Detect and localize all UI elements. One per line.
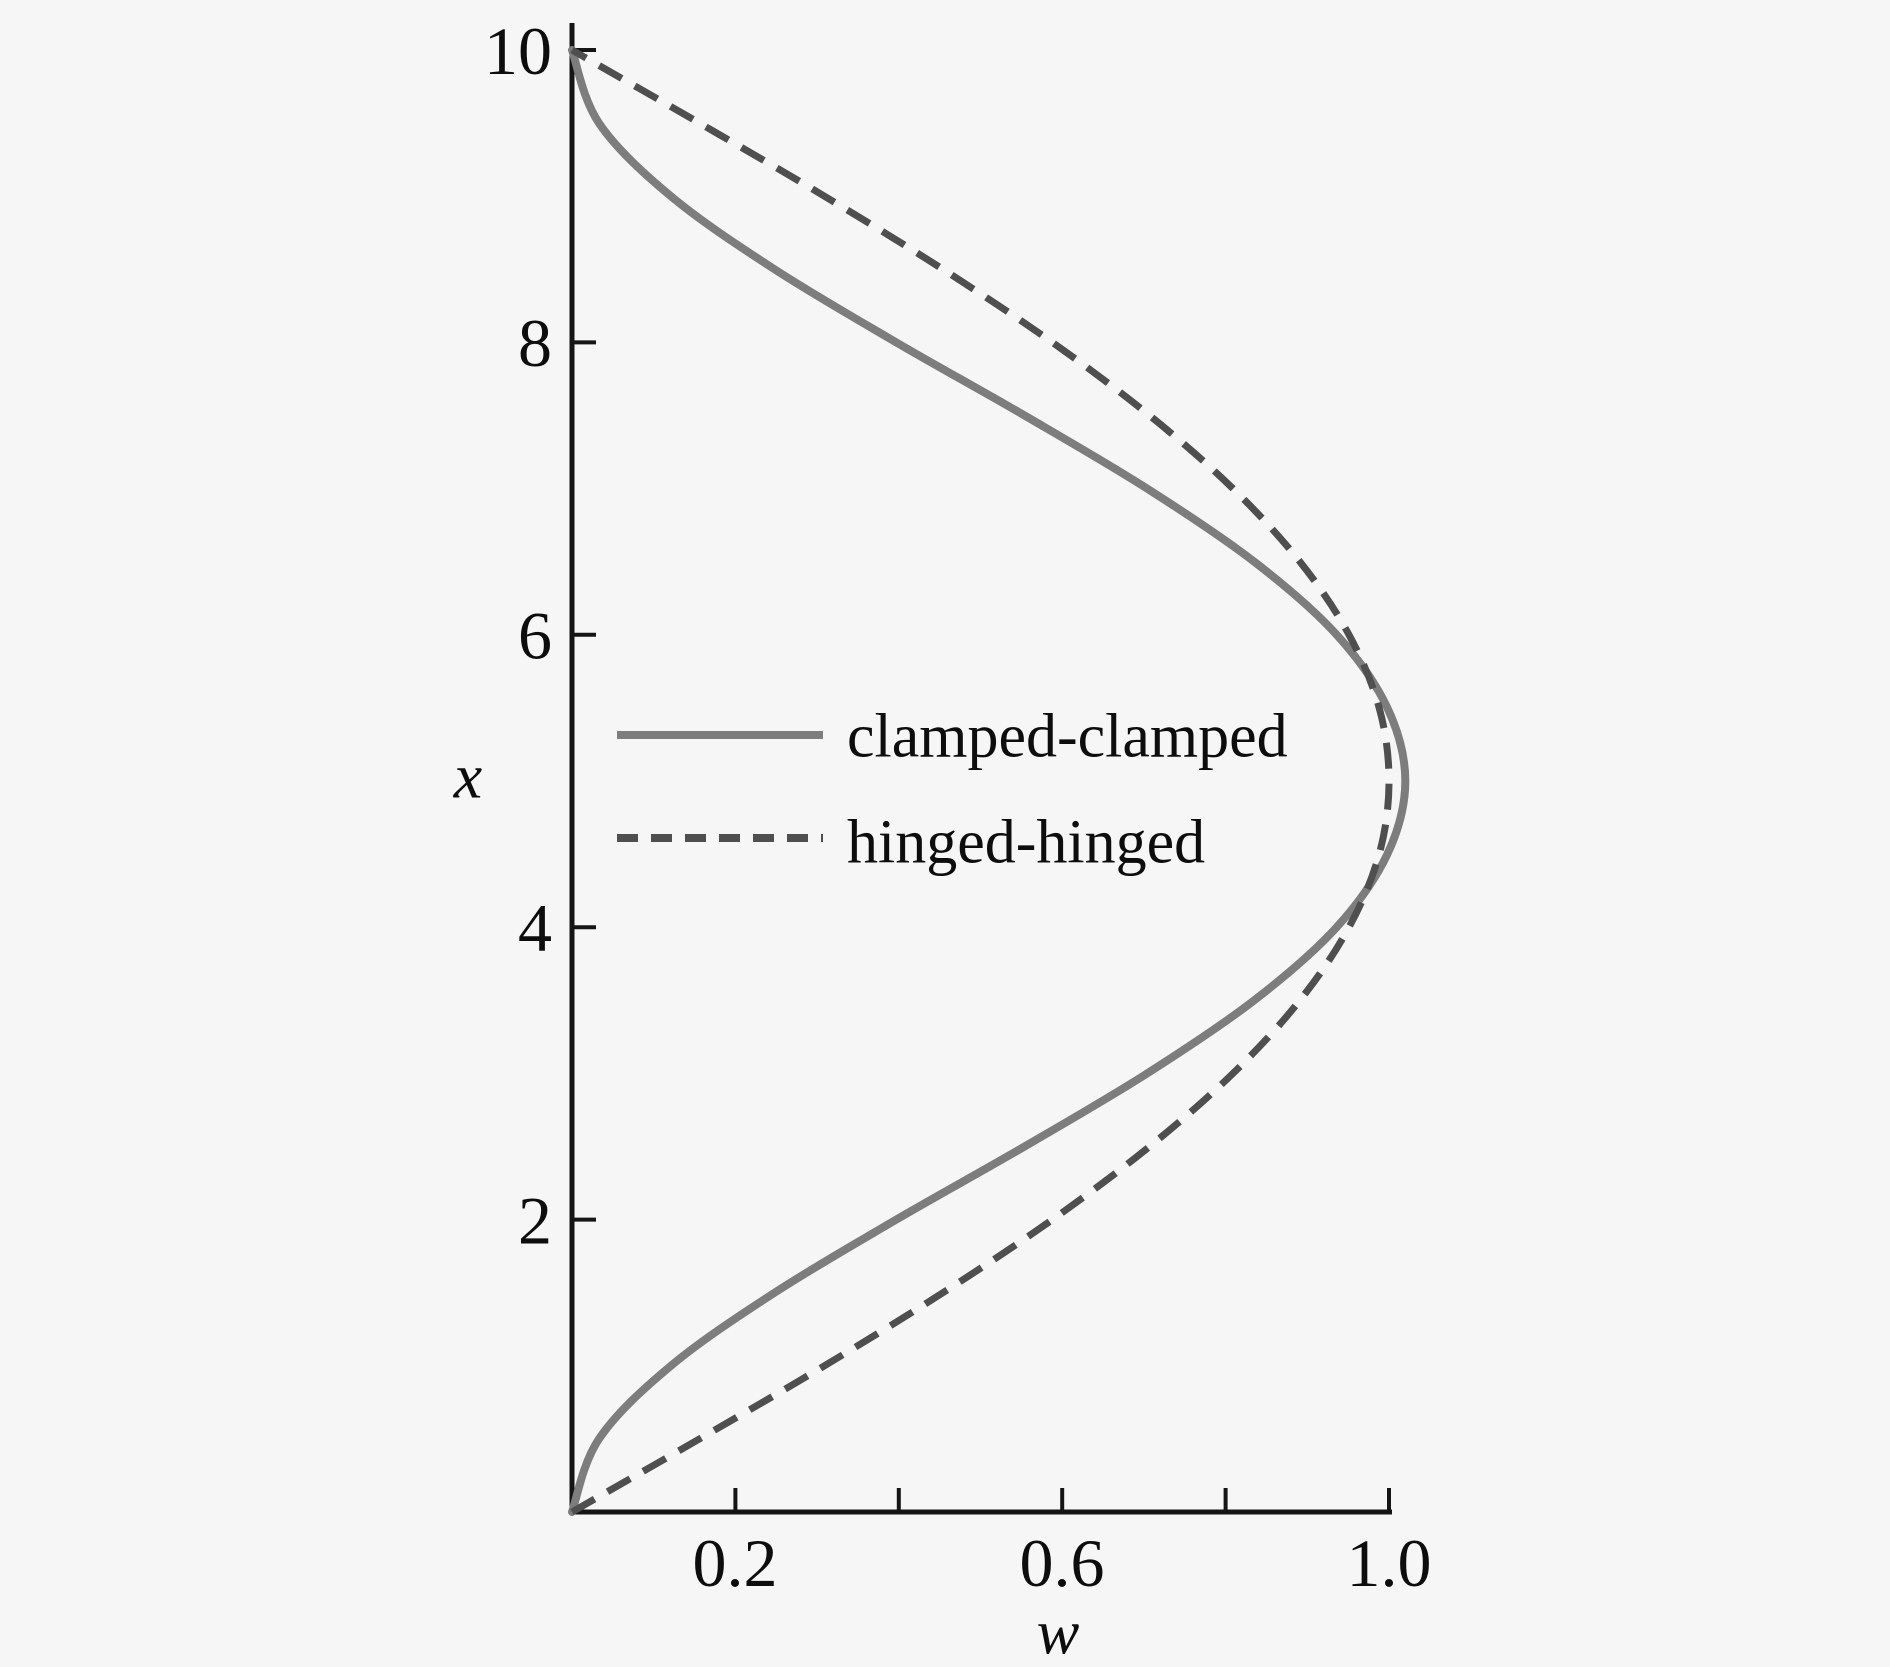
x-tick-label-2: 2 — [518, 1182, 552, 1258]
legend-label-clamped-clamped: clamped-clamped — [847, 703, 1288, 771]
x-axis-title: w — [1037, 1596, 1080, 1667]
x-tick-label-8: 8 — [518, 305, 552, 381]
w-tick-label-0.2: 0.2 — [693, 1525, 778, 1601]
legend-label-hinged-hinged: hinged-hinged — [847, 809, 1205, 877]
x-tick-label-4: 4 — [518, 890, 552, 966]
curve-clamped-clamped — [568, 46, 1410, 1516]
legend: clamped-clamped hinged-hinged — [617, 703, 1288, 877]
x-axis-ticks — [572, 48, 596, 1222]
axes — [569, 23, 1392, 1515]
curve-hinged-hinged — [570, 46, 1393, 1516]
w-tick-label-1.0: 1.0 — [1347, 1525, 1432, 1601]
w-tick-label-0.6: 0.6 — [1020, 1525, 1105, 1601]
x-tick-label-10: 10 — [484, 13, 552, 89]
w-axis-ticks — [733, 1488, 1391, 1512]
x-tick-label-6: 6 — [518, 598, 552, 674]
curves — [568, 46, 1410, 1516]
y-axis-title: x — [453, 740, 482, 811]
